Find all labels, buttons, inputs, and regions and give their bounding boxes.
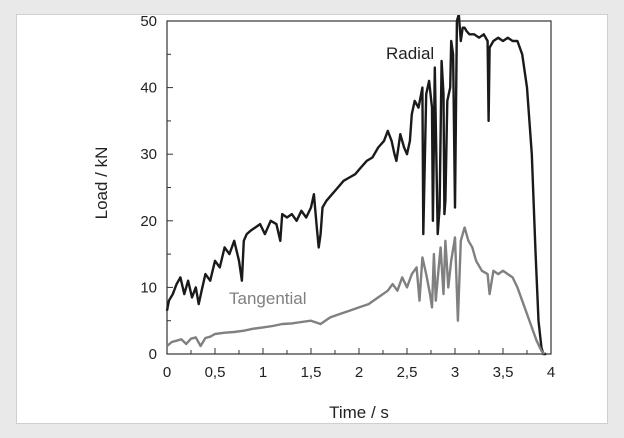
x-tick-label: 4: [547, 364, 555, 381]
x-tick-label: 0,5: [205, 364, 226, 381]
y-tick-label: 20: [140, 213, 157, 230]
x-tick-label: 1,5: [301, 364, 322, 381]
plot-area-box: [166, 20, 552, 355]
x-axis-ticks: 0 0,5 1 1,5 2 2,5 3 3,5 4: [163, 348, 555, 381]
x-tick-label: 2: [355, 364, 363, 381]
plot-area-border: [166, 20, 552, 355]
y-axis-label: Load / kN: [92, 147, 111, 220]
x-axis-label: Time / s: [329, 403, 389, 422]
x-tick-label: 2,5: [397, 364, 418, 381]
series-lines: [165, 13, 547, 356]
x-tick-label: 3,5: [493, 364, 514, 381]
y-tick-label: 40: [140, 80, 157, 97]
x-tick-label: 3: [451, 364, 459, 381]
series-label-tangential: Tangential: [229, 289, 307, 308]
series-label-radial: Radial: [386, 44, 434, 63]
series-line-tangential: [166, 226, 546, 355]
y-tick-label: 30: [140, 146, 157, 163]
y-tick-label: 10: [140, 279, 157, 296]
y-tick-label: 50: [140, 15, 157, 30]
x-tick-label: 1: [259, 364, 267, 381]
load-time-chart: 0 10 20 30 40 50 0 0,5 1 1,5 2 2,5 3 3,5 4 Radial Tan…: [92, 13, 555, 422]
y-axis-ticks: 0 10 20 30 40 50: [140, 13, 173, 363]
series-line-radial: [165, 13, 547, 356]
x-tick-label: 0: [163, 364, 171, 381]
y-tick-label: 0: [149, 346, 157, 363]
chart-frame: 0 10 20 30 40 50 0 0,5 1 1,5 2 2,5 3 3,5 4 Radial Tan…: [16, 13, 608, 424]
